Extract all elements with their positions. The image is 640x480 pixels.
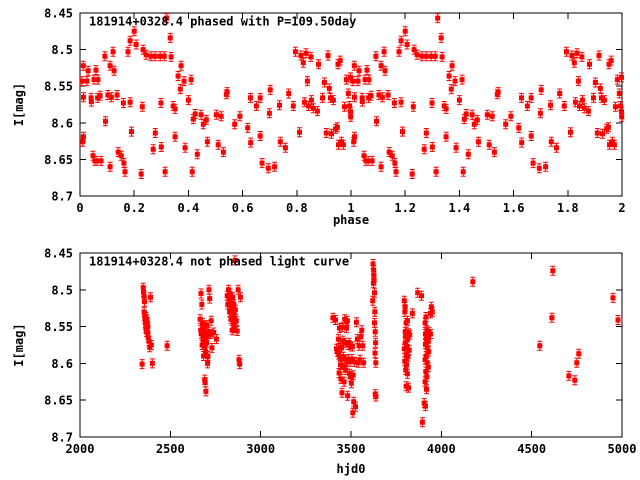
x-tick-label: 4000 bbox=[427, 442, 456, 456]
x-tick-label: 0.2 bbox=[123, 201, 145, 215]
y-tick-label: 8.65 bbox=[44, 153, 73, 167]
y-tick-label: 8.5 bbox=[51, 43, 73, 57]
axis-ticks bbox=[79, 252, 623, 438]
unphased-x-axis-label: hjd0 bbox=[337, 462, 366, 476]
y-tick-label: 8.6 bbox=[51, 116, 73, 130]
x-tick-label: 5000 bbox=[608, 442, 637, 456]
y-tick-label: 8.45 bbox=[44, 247, 73, 261]
data-points bbox=[139, 257, 621, 425]
y-tick-label: 8.55 bbox=[44, 320, 73, 334]
y-tick-label: 8.65 bbox=[44, 394, 73, 408]
x-tick-label: 0.6 bbox=[232, 201, 254, 215]
x-tick-label: 0 bbox=[76, 201, 83, 215]
x-tick-label: 3000 bbox=[246, 442, 275, 456]
unphased-y-axis-label: I[mag] bbox=[12, 323, 26, 366]
data-points bbox=[79, 15, 625, 177]
phased-y-axis-label: I[mag] bbox=[12, 83, 26, 126]
x-tick-label: 0.4 bbox=[178, 201, 200, 215]
x-tick-label: 2500 bbox=[156, 442, 185, 456]
y-tick-label: 8.7 bbox=[51, 431, 73, 445]
x-tick-label: 2 bbox=[618, 201, 625, 215]
unphased-plot-title: 181914+0328.4 not phased light curve bbox=[89, 255, 349, 269]
y-tick-label: 8.6 bbox=[51, 357, 73, 371]
y-tick-label: 8.55 bbox=[44, 80, 73, 94]
x-tick-label: 1.2 bbox=[394, 201, 416, 215]
phased-panel: 0 0.2 0.4 0.6 0.8 1 1.2 1.4 1.6 1.8 2 8.45 8.5 8.55 8.… bbox=[44, 7, 626, 216]
data-point-errorbars bbox=[79, 13, 625, 179]
x-tick-label: 3500 bbox=[337, 442, 366, 456]
x-tick-label: 1.8 bbox=[557, 201, 579, 215]
x-tick-label: 2000 bbox=[66, 442, 95, 456]
y-tick-label: 8.45 bbox=[44, 7, 73, 21]
y-tick-label: 8.7 bbox=[51, 190, 73, 204]
x-tick-label: 1.6 bbox=[503, 201, 525, 215]
phased-plot-title: 181914+0328.4 phased with P=109.50day bbox=[89, 15, 356, 29]
axis-ticks bbox=[79, 12, 623, 197]
y-tick-label: 8.5 bbox=[51, 283, 73, 297]
phased-x-axis-label: phase bbox=[333, 213, 369, 227]
x-tick-label: 1 bbox=[347, 201, 354, 215]
x-tick-label: 0.8 bbox=[286, 201, 308, 215]
unphased-panel: 2000 2500 3000 3500 4000 4500 5000 8.45 8.5 8.55 8… bbox=[44, 247, 636, 457]
x-tick-label: 4500 bbox=[517, 442, 546, 456]
x-tick-label: 1.4 bbox=[449, 201, 471, 215]
data-point-errorbars bbox=[139, 255, 621, 428]
